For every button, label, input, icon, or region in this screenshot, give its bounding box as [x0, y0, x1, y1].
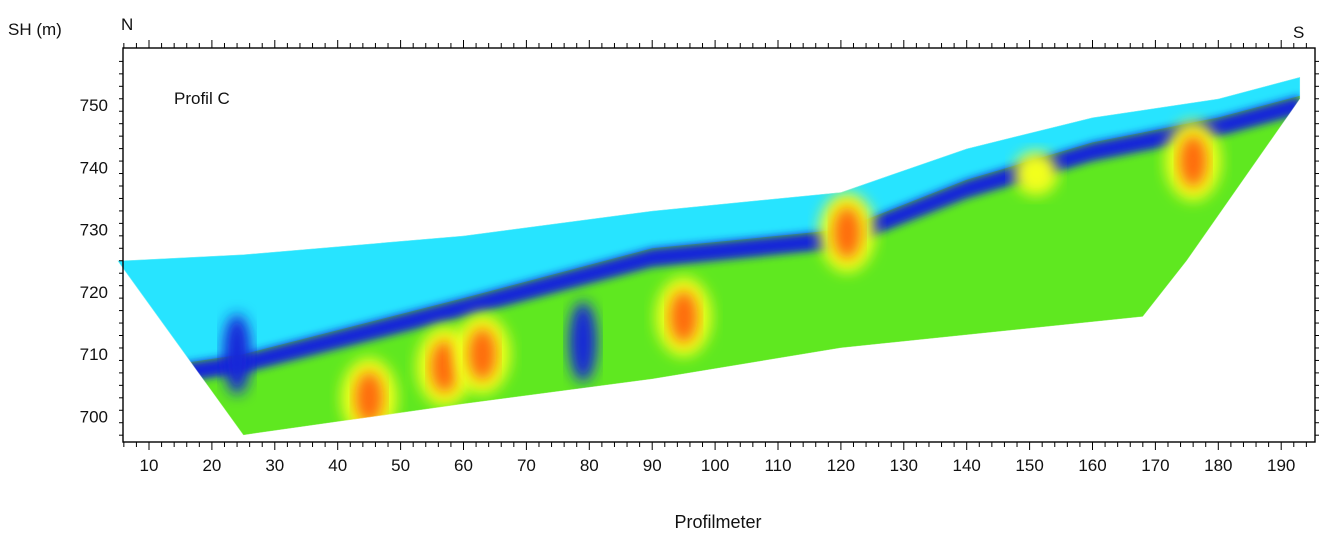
anomaly-conductive_layer-8	[223, 314, 252, 395]
x-tick-label: 80	[580, 456, 599, 475]
anomaly-high-4	[833, 206, 862, 259]
y-tick-label: 730	[80, 221, 108, 240]
x-tick-label: 40	[328, 456, 347, 475]
x-tick-label: 30	[265, 456, 284, 475]
anomaly-high-1	[430, 340, 459, 393]
anomaly-moderate-6	[1013, 151, 1058, 196]
surface-layer	[117, 77, 1301, 373]
conductive-layer	[117, 95, 1301, 392]
corner-label-south: S	[1293, 23, 1304, 42]
y-tick-label: 750	[80, 96, 108, 115]
x-axis-title: Profilmeter	[674, 512, 761, 532]
corner-label-north: N	[121, 15, 133, 34]
x-tick-label: 170	[1141, 456, 1169, 475]
x-tick-label: 100	[701, 456, 729, 475]
y-tick-label: 720	[80, 283, 108, 302]
x-tick-label: 20	[202, 456, 221, 475]
y-axis-title: SH (m)	[8, 20, 62, 39]
x-tick-label: 50	[391, 456, 410, 475]
x-tick-label: 120	[827, 456, 855, 475]
anomaly-conductive_layer-7	[569, 301, 598, 382]
x-tick-label: 190	[1267, 456, 1295, 475]
x-tick-label: 130	[890, 456, 918, 475]
anomaly-high-3	[669, 290, 698, 343]
x-tick-label: 10	[140, 456, 159, 475]
y-tick-label: 710	[80, 345, 108, 364]
x-tick-label: 110	[764, 456, 791, 475]
x-tick-label: 140	[953, 456, 981, 475]
resistivity-section	[117, 77, 1301, 436]
y-tick-label: 700	[80, 408, 108, 427]
plot-frame	[122, 47, 1316, 443]
profile-annotation: Profil C	[174, 89, 230, 108]
plot-area	[116, 76, 1301, 436]
x-tick-label: 180	[1204, 456, 1232, 475]
x-tick-label: 150	[1015, 456, 1043, 475]
anomaly-high-0	[355, 371, 384, 424]
anomaly-high-2	[468, 328, 497, 381]
x-tick-label: 160	[1078, 456, 1106, 475]
anomaly-high-5	[1179, 135, 1208, 188]
x-tick-label: 60	[454, 456, 473, 475]
x-tick-label: 70	[517, 456, 536, 475]
section-outline	[116, 76, 1301, 436]
axis-ticks: 10 20 30 40 50 60 70 80 90 100 110 120 130 140 150 160 1…	[80, 40, 1319, 475]
y-tick-label: 740	[80, 158, 108, 177]
x-tick-label: 90	[643, 456, 662, 475]
